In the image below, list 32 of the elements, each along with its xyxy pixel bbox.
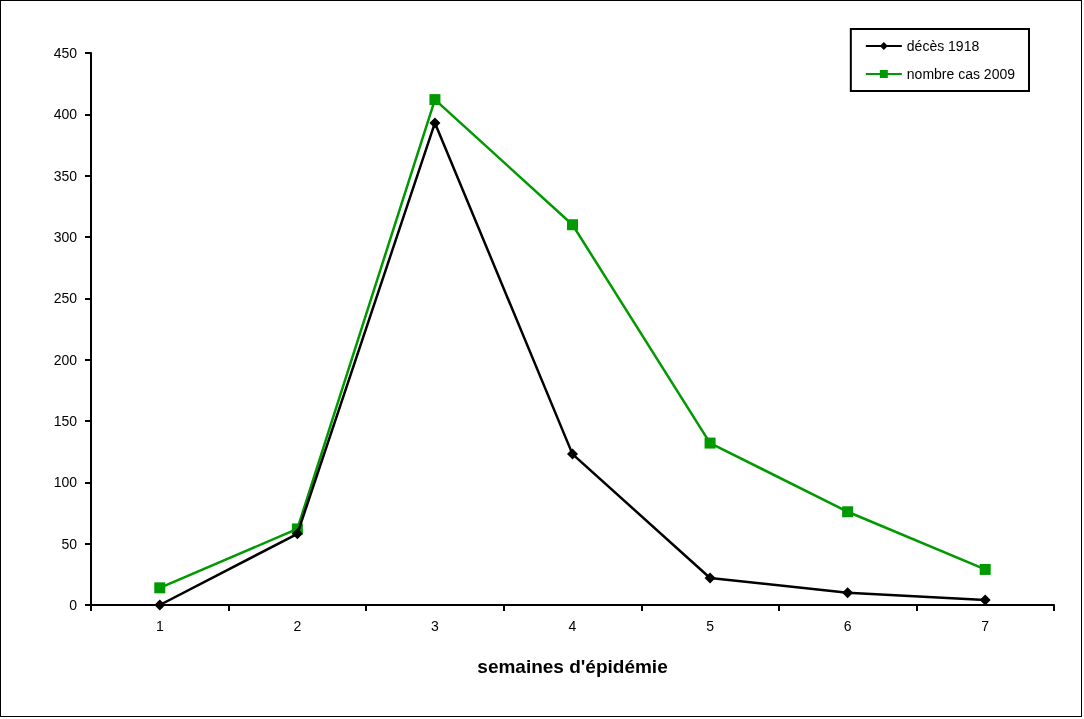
point <box>291 528 303 540</box>
x-tick-label: 1 <box>155 618 164 634</box>
y-tick-label: 450 <box>53 45 78 61</box>
y-tick-label: 200 <box>53 351 78 368</box>
x-tick-label: 2 <box>293 618 302 634</box>
x-tick-label: 5 <box>706 618 715 634</box>
point <box>704 437 716 449</box>
y-tick-label: 100 <box>53 474 78 491</box>
point <box>842 587 854 599</box>
y-tick-label: 350 <box>53 167 78 184</box>
point <box>429 94 441 106</box>
x-tick-label: 4 <box>568 618 577 634</box>
point <box>567 448 578 460</box>
point <box>979 563 991 575</box>
point <box>154 582 166 594</box>
point <box>154 599 166 611</box>
legend-label: nombre cas 2009 <box>906 66 1016 82</box>
x-tick-label: 7 <box>981 618 990 634</box>
y-tick-label: 300 <box>53 229 78 245</box>
y-tick-label: 50 <box>61 535 78 552</box>
y-tick-label: 250 <box>53 290 78 307</box>
point <box>842 506 854 518</box>
y-tick-label: 0 <box>69 597 78 613</box>
x-axis-title: semaines d'épidémie <box>477 656 668 677</box>
x-tick-label: 3 <box>431 618 440 634</box>
y-tick-label: 400 <box>53 106 78 123</box>
y-tick-label: 150 <box>53 413 78 429</box>
point <box>429 117 441 129</box>
point <box>567 219 578 231</box>
legend-label: décès 1918 <box>906 38 980 54</box>
x-tick-label: 6 <box>843 618 852 634</box>
point <box>704 572 716 584</box>
